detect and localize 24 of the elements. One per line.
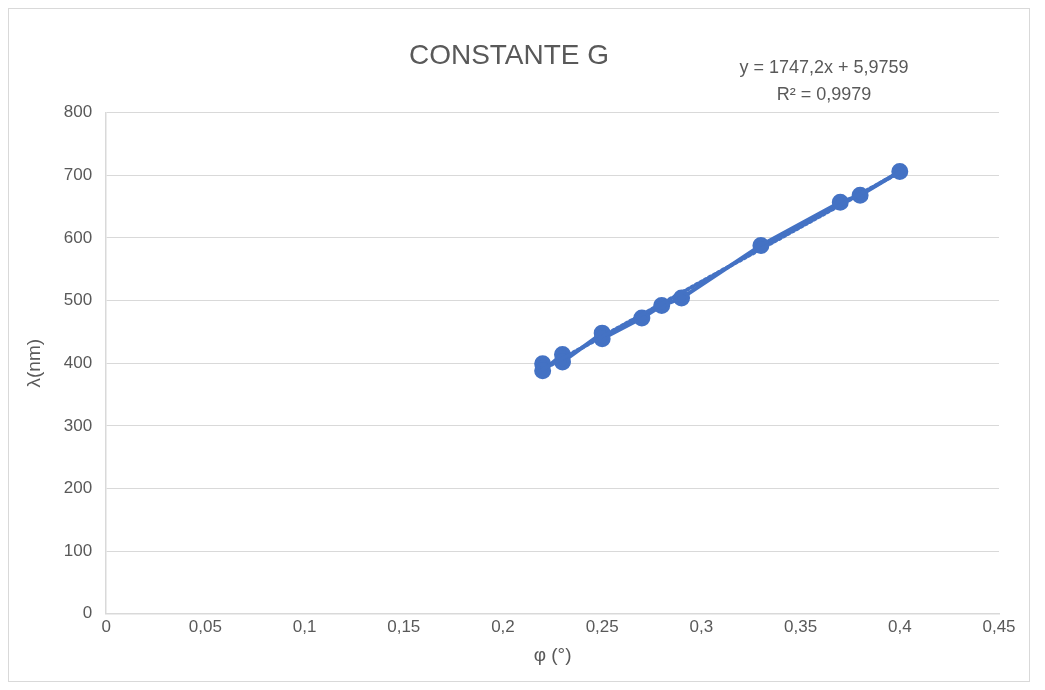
x-tick-label: 0,15	[387, 616, 421, 636]
text: R² = 0,9979	[776, 84, 872, 104]
text: y = 1747,2x + 5,9759	[739, 57, 909, 77]
x-tick-label: 0	[101, 616, 111, 636]
y-tick-label: 200	[63, 478, 93, 498]
y-tick-label: 600	[63, 227, 93, 247]
x-tick-label: 0,45	[982, 616, 1016, 636]
y-tick-label: 100	[63, 540, 93, 560]
x-tick-label: 0,4	[887, 616, 912, 636]
chart-title: CONSTANTE G	[408, 38, 610, 70]
y-tick-label: 0	[82, 603, 93, 623]
y-axis-title: λ(nm)	[22, 338, 44, 388]
y-tick-label: 500	[63, 290, 93, 310]
x-tick-label: 0,35	[784, 616, 818, 636]
x-tick-label: 0,25	[585, 616, 619, 636]
y-tick-label: 400	[63, 352, 93, 372]
y-tick-label: 700	[63, 164, 93, 184]
x-tick-label: 0,3	[689, 616, 714, 636]
x-axis-title: φ (°)	[533, 643, 572, 665]
y-tick-label: 800	[63, 102, 93, 122]
x-tick-label: 0,1	[292, 616, 317, 636]
y-tick-label: 300	[63, 415, 93, 435]
x-tick-label: 0,05	[188, 616, 222, 636]
x-tick-label: 0,2	[491, 616, 515, 636]
